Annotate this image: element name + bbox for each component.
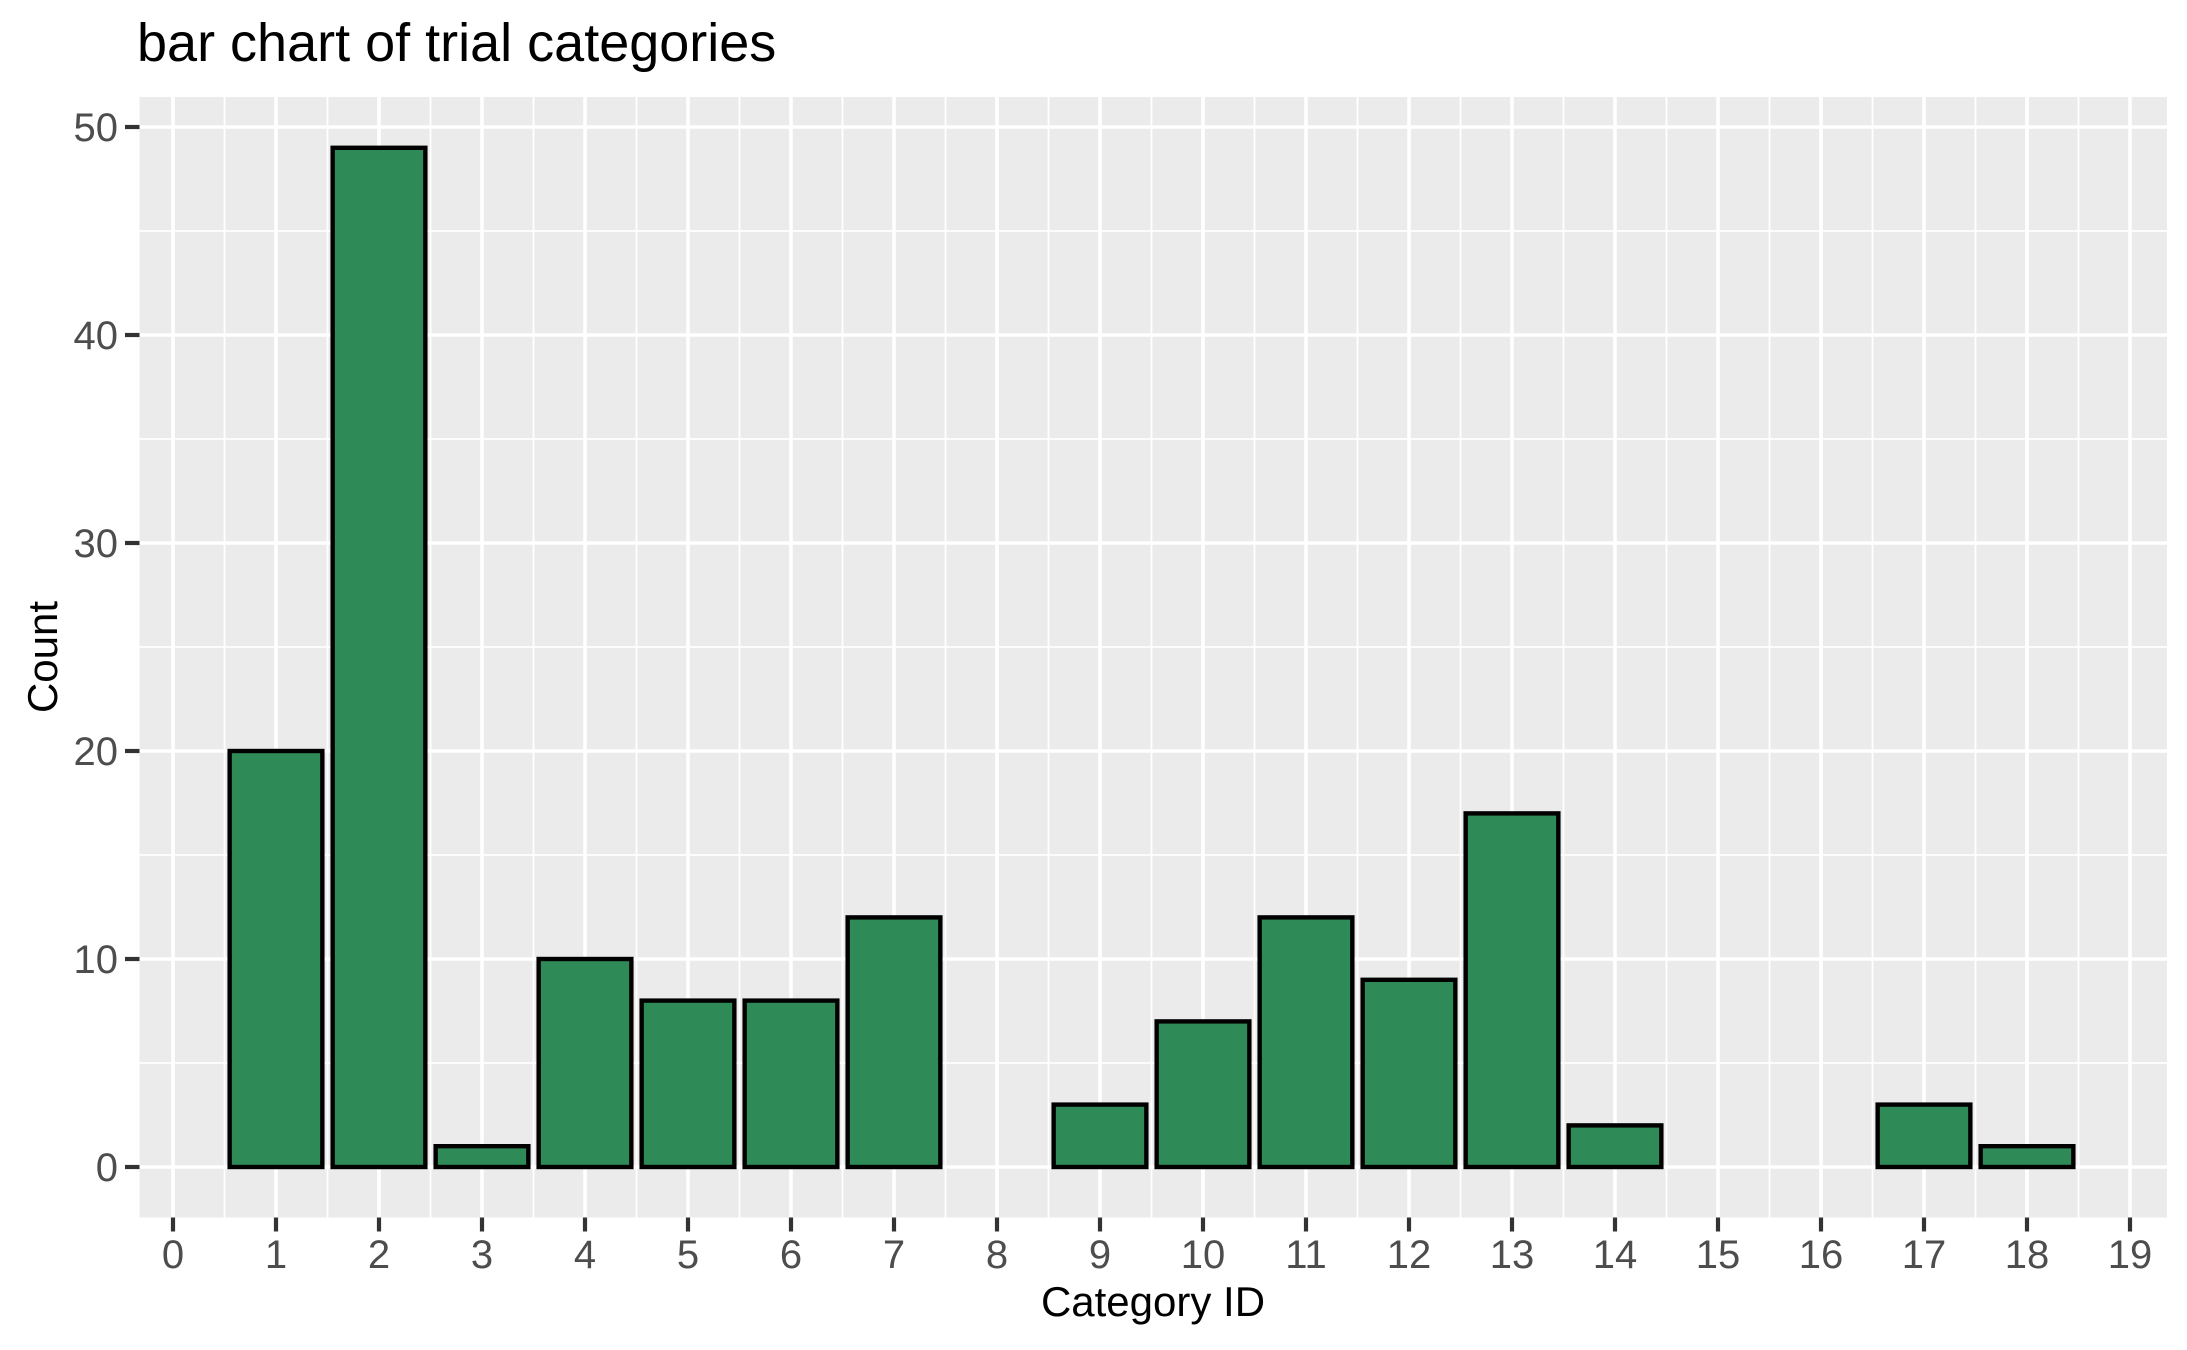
x-tick-label-11: 11 [1285, 1233, 1327, 1277]
bar-category-4 [536, 956, 634, 1170]
y-tick-label-40: 40 [74, 314, 119, 358]
x-tick-label-5: 5 [677, 1233, 699, 1277]
bar-category-17 [1875, 1102, 1973, 1170]
bar-category-7 [845, 915, 943, 1170]
plot-panel [139, 97, 2167, 1218]
y-axis-tick-labels: 0 10 20 30 40 50 [74, 106, 119, 1190]
x-tick-label-16: 16 [1799, 1233, 1844, 1277]
x-tick-label-14: 14 [1593, 1233, 1638, 1277]
plot-title: bar chart of trial categories [137, 13, 776, 73]
bar-category-5 [639, 998, 737, 1170]
bar-category-13 [1463, 811, 1561, 1170]
y-tick-label-50: 50 [74, 106, 119, 150]
y-tick-label-20: 20 [74, 730, 119, 774]
bar-category-18 [1978, 1143, 2076, 1170]
bar-series [227, 145, 2076, 1170]
x-tick-label-13: 13 [1490, 1233, 1535, 1277]
x-tick-label-6: 6 [780, 1233, 802, 1277]
y-axis-title: Count [19, 601, 66, 713]
x-axis-title: Category ID [1041, 1278, 1265, 1325]
x-tick-label-15: 15 [1696, 1233, 1741, 1277]
y-tick-label-10: 10 [74, 938, 119, 982]
bar-category-3 [433, 1143, 531, 1170]
minor-gridlines [139, 97, 2167, 1218]
bar-category-11 [1257, 915, 1355, 1170]
bar-category-2 [330, 145, 428, 1170]
bar-category-10 [1154, 1019, 1252, 1170]
bar-category-6 [742, 998, 840, 1170]
x-tick-label-19: 19 [2108, 1233, 2153, 1277]
x-tick-label-8: 8 [986, 1233, 1008, 1277]
x-axis-tick-labels: 0 1 2 3 4 5 6 7 8 9 10 11 12 13 14 15 16 17 18 19 [162, 1233, 2152, 1277]
y-tick-label-30: 30 [74, 522, 119, 566]
x-tick-label-2: 2 [368, 1233, 390, 1277]
bar-category-14 [1566, 1123, 1664, 1170]
x-tick-label-10: 10 [1181, 1233, 1226, 1277]
x-tick-label-18: 18 [2005, 1233, 2050, 1277]
x-tick-label-3: 3 [471, 1233, 493, 1277]
bar-category-1 [227, 748, 325, 1170]
x-tick-label-17: 17 [1902, 1233, 1947, 1277]
bar-category-12 [1360, 977, 1458, 1170]
axis-tick-marks [125, 124, 2133, 1232]
x-tick-label-12: 12 [1387, 1233, 1432, 1277]
x-tick-label-0: 0 [162, 1233, 184, 1277]
x-tick-label-7: 7 [883, 1233, 905, 1277]
x-tick-label-4: 4 [574, 1233, 596, 1277]
x-tick-label-9: 9 [1089, 1233, 1111, 1277]
y-tick-label-0: 0 [96, 1146, 118, 1190]
x-tick-label-1: 1 [265, 1233, 287, 1277]
bar-category-9 [1051, 1102, 1149, 1170]
